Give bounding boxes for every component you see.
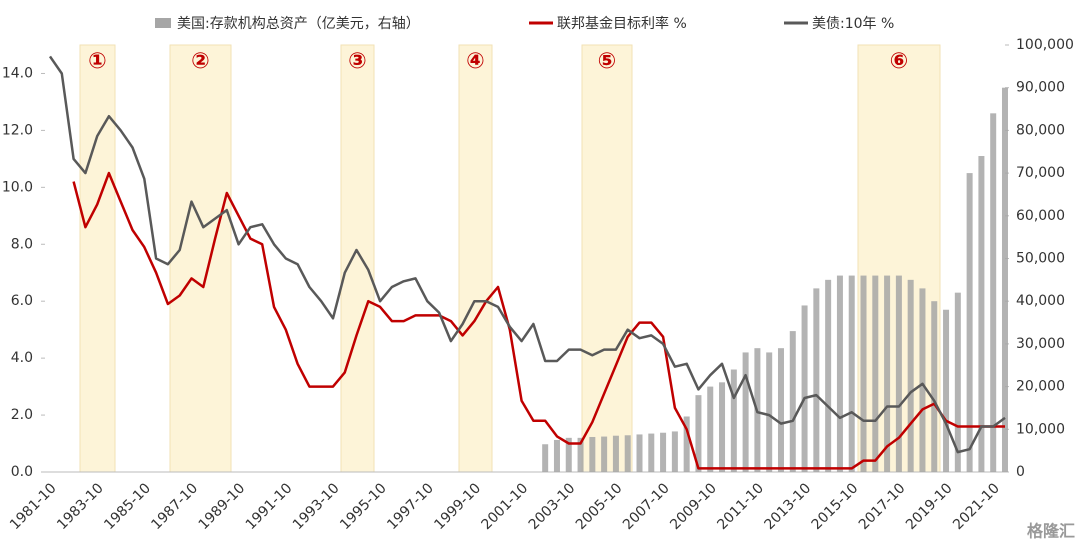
bar (872, 275, 879, 472)
highlight-period (79, 44, 116, 473)
bar (636, 434, 643, 472)
bar (1001, 87, 1008, 472)
x-tick-label: 2017-10 (856, 480, 909, 533)
bar (777, 348, 784, 472)
bar (990, 113, 997, 472)
x-tick-label: 1993-10 (290, 480, 343, 533)
bar (848, 275, 855, 472)
bar (789, 331, 796, 472)
bar (671, 431, 678, 472)
x-tick-label: 2001-10 (479, 480, 532, 533)
x-tick-label: 2013-10 (762, 480, 815, 533)
x-tick-label: 1999-10 (431, 480, 484, 533)
legend-label: 美国:存款机构总资产（亿美元，右轴） (177, 16, 420, 32)
y-tick-label: 12.0 (2, 122, 33, 138)
x-tick-label: 2011-10 (714, 480, 767, 533)
bar (954, 292, 961, 472)
x-tick-label: 2005-10 (573, 480, 626, 533)
y2-tick-label: 40,000 (1016, 293, 1065, 309)
bar (907, 279, 914, 472)
bar (895, 275, 902, 472)
bar (612, 435, 619, 472)
x-tick-label: 2007-10 (620, 480, 673, 533)
bar (742, 352, 749, 472)
bar (943, 309, 950, 472)
y2-tick-label: 0 (1016, 464, 1025, 480)
bar (836, 275, 843, 472)
bar (577, 437, 584, 472)
y-tick-label: 14.0 (2, 65, 33, 81)
y2-tick-label: 90,000 (1016, 80, 1065, 96)
y2-tick-label: 100,000 (1016, 37, 1074, 53)
bar (860, 275, 867, 472)
x-tick-label: 1989-10 (196, 480, 249, 533)
bar (766, 352, 773, 472)
bar (966, 173, 973, 472)
legend-swatch (155, 18, 171, 28)
highlight-period (169, 44, 232, 473)
bar (589, 436, 596, 472)
bar (719, 382, 726, 472)
line (72, 171, 1005, 470)
period-label: ⑤ (598, 49, 617, 74)
bar (801, 305, 808, 472)
y2-tick-label: 10,000 (1016, 421, 1065, 437)
y-tick-label: 0.0 (11, 464, 33, 480)
x-tick-label: 1985-10 (101, 480, 154, 533)
x-tick-label: 1995-10 (337, 480, 390, 533)
line (48, 55, 1006, 454)
bar (695, 395, 702, 472)
y2-tick-label: 70,000 (1016, 165, 1065, 181)
bar (730, 369, 737, 472)
y-tick-label: 6.0 (11, 293, 33, 309)
bar (707, 386, 714, 472)
y2-tick-label: 80,000 (1016, 122, 1065, 138)
bar (978, 156, 985, 472)
period-label: ② (191, 49, 210, 74)
bar (825, 279, 832, 472)
period-label: ③ (348, 49, 367, 74)
x-tick-label: 2021-10 (950, 480, 1003, 533)
x-tick-label: 2015-10 (809, 480, 862, 533)
y2-tick-label: 60,000 (1016, 208, 1065, 224)
highlight-period (581, 44, 633, 473)
legend-label: 联邦基金目标利率 % (557, 15, 687, 32)
highlight-period (458, 44, 493, 473)
y2-tick-label: 20,000 (1016, 379, 1065, 395)
y2-tick-label: 30,000 (1016, 336, 1065, 352)
x-tick-label: 1981-10 (7, 480, 60, 533)
x-tick-label: 2009-10 (667, 480, 720, 533)
watermark: 格隆汇 (1027, 522, 1075, 541)
bar (919, 288, 926, 472)
x-tick-label: 1997-10 (384, 480, 437, 533)
x-tick-label: 1991-10 (243, 480, 296, 533)
bar (553, 439, 560, 472)
legend-label: 美债:10年 % (812, 16, 894, 32)
y-tick-label: 10.0 (2, 179, 33, 195)
y2-tick-label: 50,000 (1016, 251, 1065, 267)
bar (813, 288, 820, 472)
bar (565, 437, 572, 472)
y-tick-label: 8.0 (11, 236, 33, 252)
period-label: ① (88, 49, 107, 74)
bar (660, 432, 667, 472)
bar (884, 275, 891, 472)
highlight-period (340, 44, 375, 473)
x-tick-label: 1987-10 (148, 480, 201, 533)
bar (542, 444, 549, 472)
y-tick-label: 2.0 (11, 407, 33, 423)
y-tick-label: 4.0 (11, 350, 33, 366)
x-tick-label: 2003-10 (526, 480, 579, 533)
x-tick-label: 1983-10 (54, 480, 107, 533)
period-label: ④ (466, 49, 485, 74)
x-tick-label: 2019-10 (903, 480, 956, 533)
bar (624, 435, 631, 472)
period-label: ⑥ (890, 49, 909, 74)
bar (683, 416, 690, 472)
bar (601, 436, 608, 472)
bar (648, 433, 655, 472)
bar (931, 301, 938, 472)
